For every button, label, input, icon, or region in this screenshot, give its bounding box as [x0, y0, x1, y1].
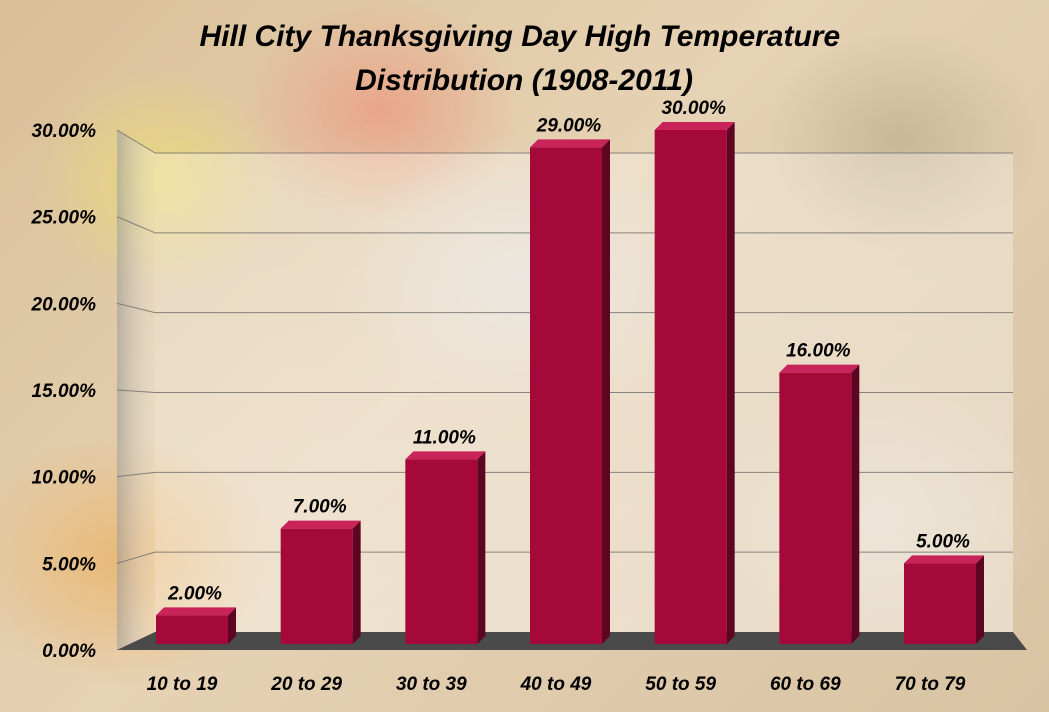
gridline-side: [116, 471, 156, 478]
bar-20-to-29: [280, 520, 361, 644]
bar-30-to-39: [405, 451, 486, 644]
chart-title-line-2: Distribution (1908-2011): [355, 64, 693, 97]
bar-side: [477, 451, 486, 644]
chart-title: Hill City Thanksgiving Day High Temperat…: [199, 20, 848, 97]
bar-side: [851, 364, 860, 644]
x-tick-label: 20 to 29: [270, 674, 342, 695]
y-tick-label: 0.00%: [42, 641, 96, 662]
side-wall: [117, 130, 155, 650]
chart-title-line-1: Hill City Thanksgiving Day High Temperat…: [199, 20, 840, 53]
bar-40-to-49: [530, 139, 610, 645]
x-tick-label: 30 to 39: [396, 674, 467, 695]
x-tick-label: 60 to 69: [770, 674, 841, 695]
x-tick-label: 50 to 59: [645, 674, 716, 695]
bar-front: [779, 372, 852, 644]
bar-front: [156, 615, 228, 644]
bar-top: [280, 520, 361, 529]
data-label: 11.00%: [413, 427, 476, 448]
gridline-side: [116, 129, 156, 154]
x-tick-label: 70 to 79: [895, 674, 966, 695]
y-tick-label: 10.00%: [32, 468, 97, 489]
gridline-side: [116, 302, 156, 314]
y-tick-label: 20.00%: [31, 294, 97, 315]
gridline-side: [116, 216, 156, 234]
bar-50-to-59: [654, 122, 735, 644]
y-tick-label: 5.00%: [42, 554, 96, 575]
y-tick-label: 25.00%: [31, 208, 97, 229]
bar-side: [228, 607, 236, 644]
bar-top: [779, 364, 860, 373]
gridline-side: [116, 389, 156, 393]
gridline-side: [116, 551, 156, 564]
x-axis-ticks: 10 to 19 20 to 29 30 to 39 40 to 49 50 to 59…: [147, 674, 966, 695]
data-label: 7.00%: [293, 497, 347, 518]
bar-front: [280, 528, 353, 644]
bar-side: [602, 139, 610, 645]
bar-70-to-79: [904, 555, 984, 644]
data-label: 16.00%: [786, 341, 851, 362]
data-label: 29.00%: [536, 115, 602, 136]
y-tick-label: 30.00%: [32, 121, 97, 142]
x-tick-label: 10 to 19: [147, 674, 218, 695]
y-axis-ticks: 0.00% 5.00% 10.00% 15.00% 20.00% 25.00% 30.00%: [31, 121, 97, 662]
bars: [156, 122, 984, 645]
bar-top: [654, 122, 735, 130]
data-label: 5.00%: [916, 531, 970, 552]
y-tick-label: 15.00%: [32, 381, 97, 402]
bar-side: [976, 555, 984, 644]
x-tick-label: 40 to 49: [520, 674, 592, 695]
data-labels: 2.00% 7.00% 11.00% 29.00% 30.00% 16.00% 5.00%: [167, 98, 970, 604]
bar-60-to-69: [779, 364, 860, 644]
bar-top: [904, 555, 984, 564]
bar-front: [530, 147, 602, 645]
bar-front: [405, 459, 478, 644]
bar-side: [352, 520, 361, 644]
bar-side: [726, 122, 735, 644]
bar-top: [405, 451, 486, 460]
data-label: 2.00%: [167, 583, 222, 604]
bar-front: [904, 563, 976, 644]
bar-top: [156, 607, 236, 616]
data-label: 30.00%: [661, 98, 726, 119]
bar-top: [530, 139, 610, 148]
bar-front: [654, 130, 727, 644]
bar-10-to-19: [156, 607, 236, 644]
